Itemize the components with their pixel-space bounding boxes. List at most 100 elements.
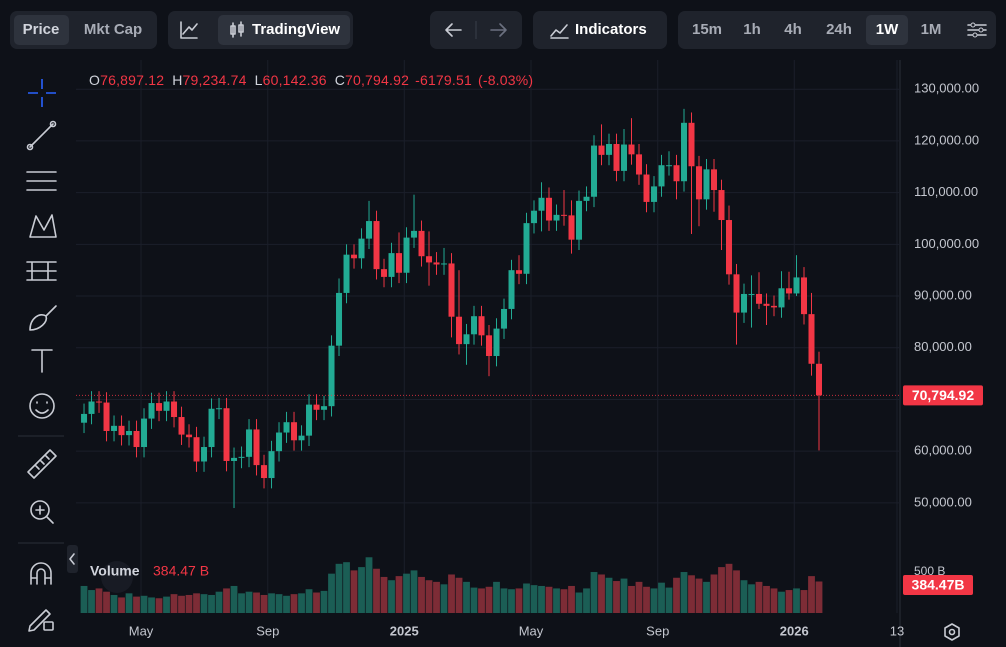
text-tool[interactable] [31, 349, 53, 373]
volume-bar [575, 592, 583, 613]
candle-body [396, 253, 403, 273]
x-tick-label: Sep [646, 623, 669, 638]
volume-bar [815, 581, 823, 613]
price-tab[interactable] [14, 15, 69, 45]
volume-bar [643, 586, 650, 613]
candle-body [598, 145, 605, 155]
candle-body [216, 408, 223, 410]
candle-body [246, 429, 253, 457]
knob [972, 32, 978, 38]
candle-body [238, 456, 245, 458]
dot [49, 120, 57, 128]
volume-bar [433, 581, 440, 613]
candle-body [456, 316, 463, 345]
volume-bar [350, 570, 358, 613]
ruler-tool[interactable] [27, 449, 57, 479]
candle-body [493, 328, 500, 357]
trendline-tool[interactable] [29, 123, 54, 148]
emoji-tool[interactable] [29, 393, 55, 419]
y-tick-label: 130,000.00 [914, 81, 979, 96]
volume-bar [628, 585, 635, 613]
volume-bar [613, 581, 620, 613]
pattern-tool[interactable] [29, 214, 57, 238]
volume-bar [755, 581, 763, 613]
candle-body [696, 166, 703, 200]
price-label[interactable]: Price [23, 21, 60, 38]
candle-body [606, 144, 613, 155]
volume-bar [650, 588, 658, 613]
undo-icon[interactable] [445, 23, 462, 37]
indicators-button[interactable] [533, 11, 667, 49]
volume-bar [688, 575, 695, 613]
candle-body [208, 408, 215, 448]
magnet-tool[interactable] [30, 562, 52, 585]
volume-bar [238, 593, 245, 613]
volume-bar [748, 584, 755, 613]
projection-tool[interactable] [26, 261, 57, 281]
indicators-icon[interactable] [550, 24, 569, 39]
candle-body [478, 316, 485, 336]
x-tick-label: 2025 [390, 623, 419, 638]
candle-body [546, 197, 553, 221]
volume-bar [485, 586, 493, 613]
crosshair-tool[interactable] [28, 79, 56, 107]
volume-bar [358, 567, 365, 613]
candle-body [801, 277, 808, 315]
timeframe[interactable]: 1h [743, 21, 761, 38]
candle-body [298, 435, 305, 441]
price-tag-label: 70,794.92 [912, 387, 974, 403]
tradingview-tab[interactable] [218, 15, 350, 45]
volume-bar [343, 562, 350, 613]
volume-bar [545, 586, 553, 613]
watermark [101, 561, 133, 593]
volume-bar [185, 594, 193, 613]
candle-body [268, 451, 275, 479]
timeframe[interactable]: 24h [826, 21, 852, 38]
mkt-cap-label[interactable]: Mkt Cap [84, 21, 142, 38]
candle-icon[interactable] [230, 21, 244, 38]
ohlc-value: 76,897.12 [100, 72, 165, 88]
volume-bar [223, 588, 230, 613]
fib-tool[interactable] [26, 171, 57, 191]
redo-icon[interactable] [490, 23, 507, 37]
volume-bar [808, 576, 815, 613]
volume-bar [410, 570, 418, 613]
collapse-button[interactable] [67, 545, 78, 573]
volume-bar [328, 573, 335, 613]
candle-body [178, 417, 185, 435]
ohlc-value: 79,234.74 [182, 72, 247, 88]
volume-bar [763, 585, 770, 613]
y-tick-label: 100,000.00 [914, 236, 979, 251]
candle-body [816, 363, 823, 396]
tradingview-label[interactable]: TradingView [252, 21, 340, 38]
candle-body [366, 221, 373, 239]
timeframe[interactable]: 1M [921, 21, 942, 38]
candle-body [426, 256, 433, 263]
candle-body [463, 334, 470, 345]
candle-body [703, 169, 710, 200]
brush-tool[interactable] [29, 305, 57, 331]
zoom-glyph [35, 505, 54, 524]
volume-bar [305, 589, 313, 613]
change: -6179.51 [415, 72, 472, 88]
volume-bar [770, 588, 778, 613]
indicators-label[interactable]: Indicators [575, 21, 647, 38]
volume-bar [260, 594, 268, 613]
chart-settings-icon[interactable] [944, 623, 960, 641]
lock-tool[interactable] [28, 609, 51, 632]
volume-bar [140, 595, 148, 613]
candle-body [583, 196, 590, 201]
ohlc-header: O76,897.12 H79,234.74 L60,142.36 C70,794.92… [89, 72, 533, 88]
volume-bar [125, 593, 133, 613]
volume-bar [268, 593, 275, 613]
candle-body [171, 401, 178, 418]
candle-body [681, 122, 688, 182]
timeframe[interactable]: 4h [784, 21, 802, 38]
timeframe[interactable]: 15m [692, 21, 722, 38]
y-tick-label: 80,000.00 [914, 339, 972, 354]
candle-body [276, 432, 283, 452]
zoom-tool[interactable] [30, 500, 50, 520]
timeframe[interactable]: 1W [876, 21, 899, 38]
candle-body [253, 429, 260, 466]
line-chart-icon[interactable] [180, 21, 198, 39]
